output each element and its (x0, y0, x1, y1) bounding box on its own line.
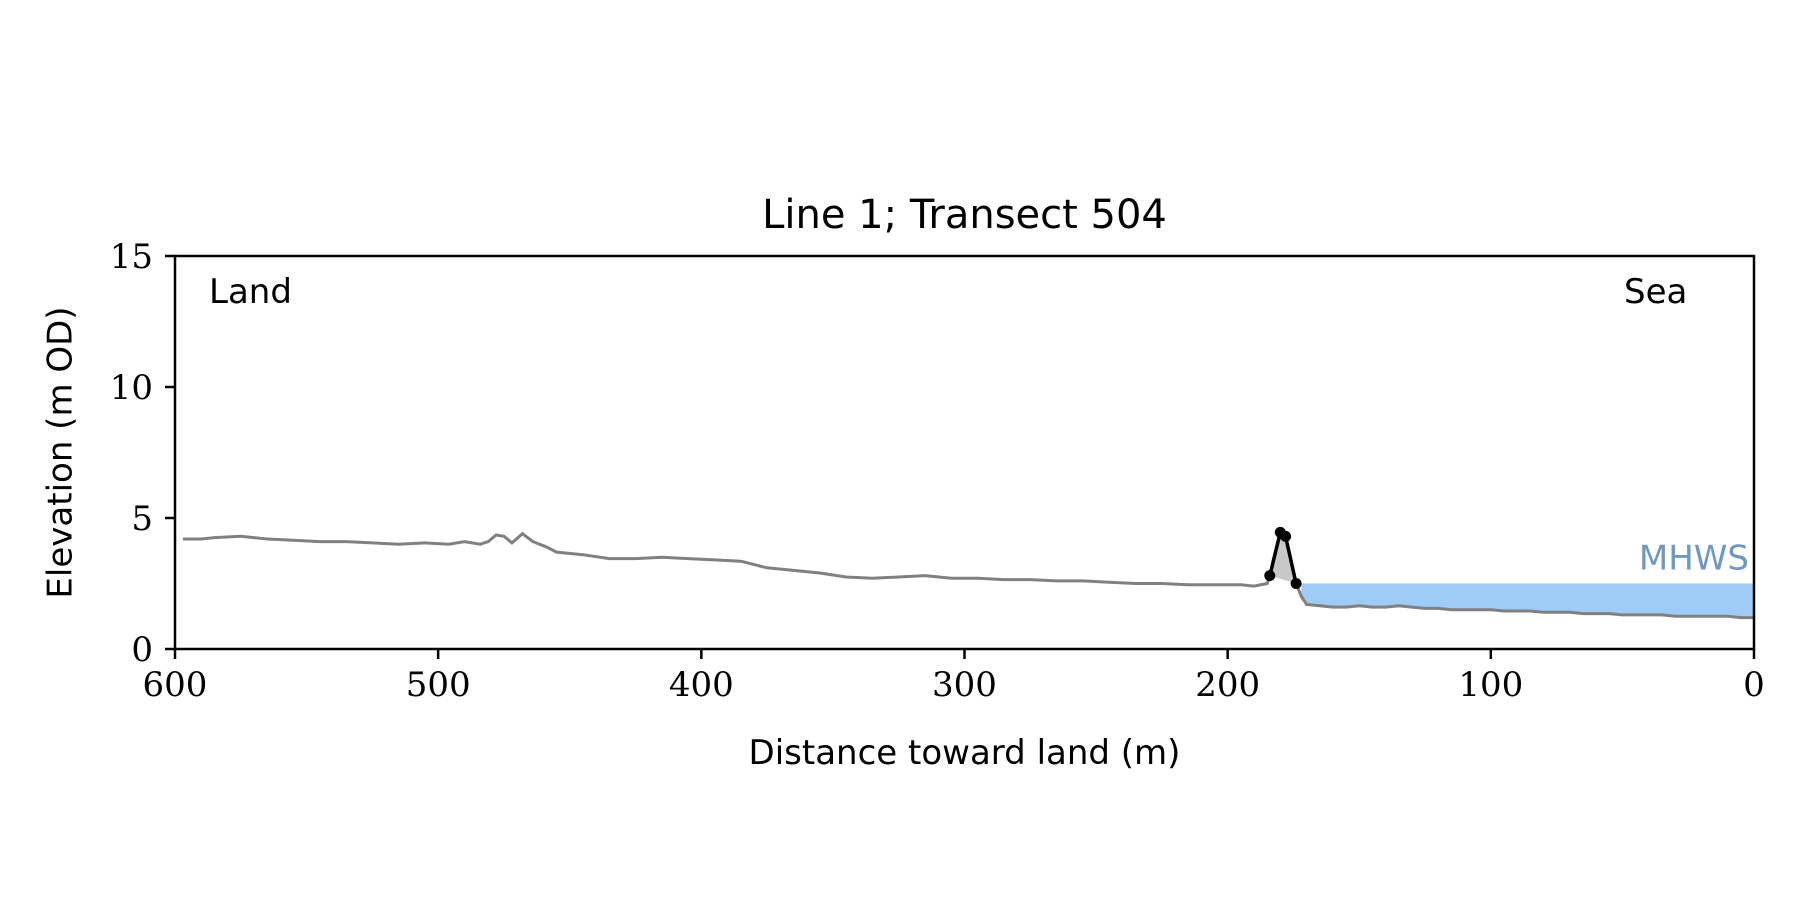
sea-label: Sea (1624, 272, 1687, 312)
x-tick-label-300: 300 (932, 665, 997, 705)
chart-title: Line 1; Transect 504 (762, 192, 1167, 238)
x-tick-label-400: 400 (669, 665, 734, 705)
x-tick-label-500: 500 (406, 665, 471, 705)
x-tick-label-100: 100 (1458, 665, 1523, 705)
x-axis-label: Distance toward land (m) (749, 733, 1181, 773)
axes: 600 500 400 300 200 100 0 0 5 10 15 (110, 237, 1765, 705)
annotation-layer: Land Sea MHWS (209, 272, 1749, 579)
elevation-profile-line (182, 529, 1754, 620)
y-axis-label: Elevation (m OD) (41, 306, 81, 598)
y-tick-label-10: 10 (110, 368, 153, 408)
dune-point-2 (1280, 530, 1292, 542)
dune-point-0 (1264, 570, 1276, 582)
y-tick-label-0: 0 (131, 630, 153, 670)
dune-point-3 (1290, 578, 1302, 589)
plot-area (182, 526, 1754, 620)
dune-fill (1269, 532, 1297, 584)
x-tick-label-200: 200 (1195, 665, 1260, 705)
land-label: Land (209, 272, 292, 312)
y-tick-label-5: 5 (131, 499, 153, 539)
x-tick-label-600: 600 (143, 665, 208, 705)
y-tick-label-15: 15 (110, 237, 153, 277)
x-tick-label-0: 0 (1743, 665, 1765, 705)
mhws-label: MHWS (1639, 539, 1749, 579)
mhws-water-band (1301, 583, 1754, 618)
